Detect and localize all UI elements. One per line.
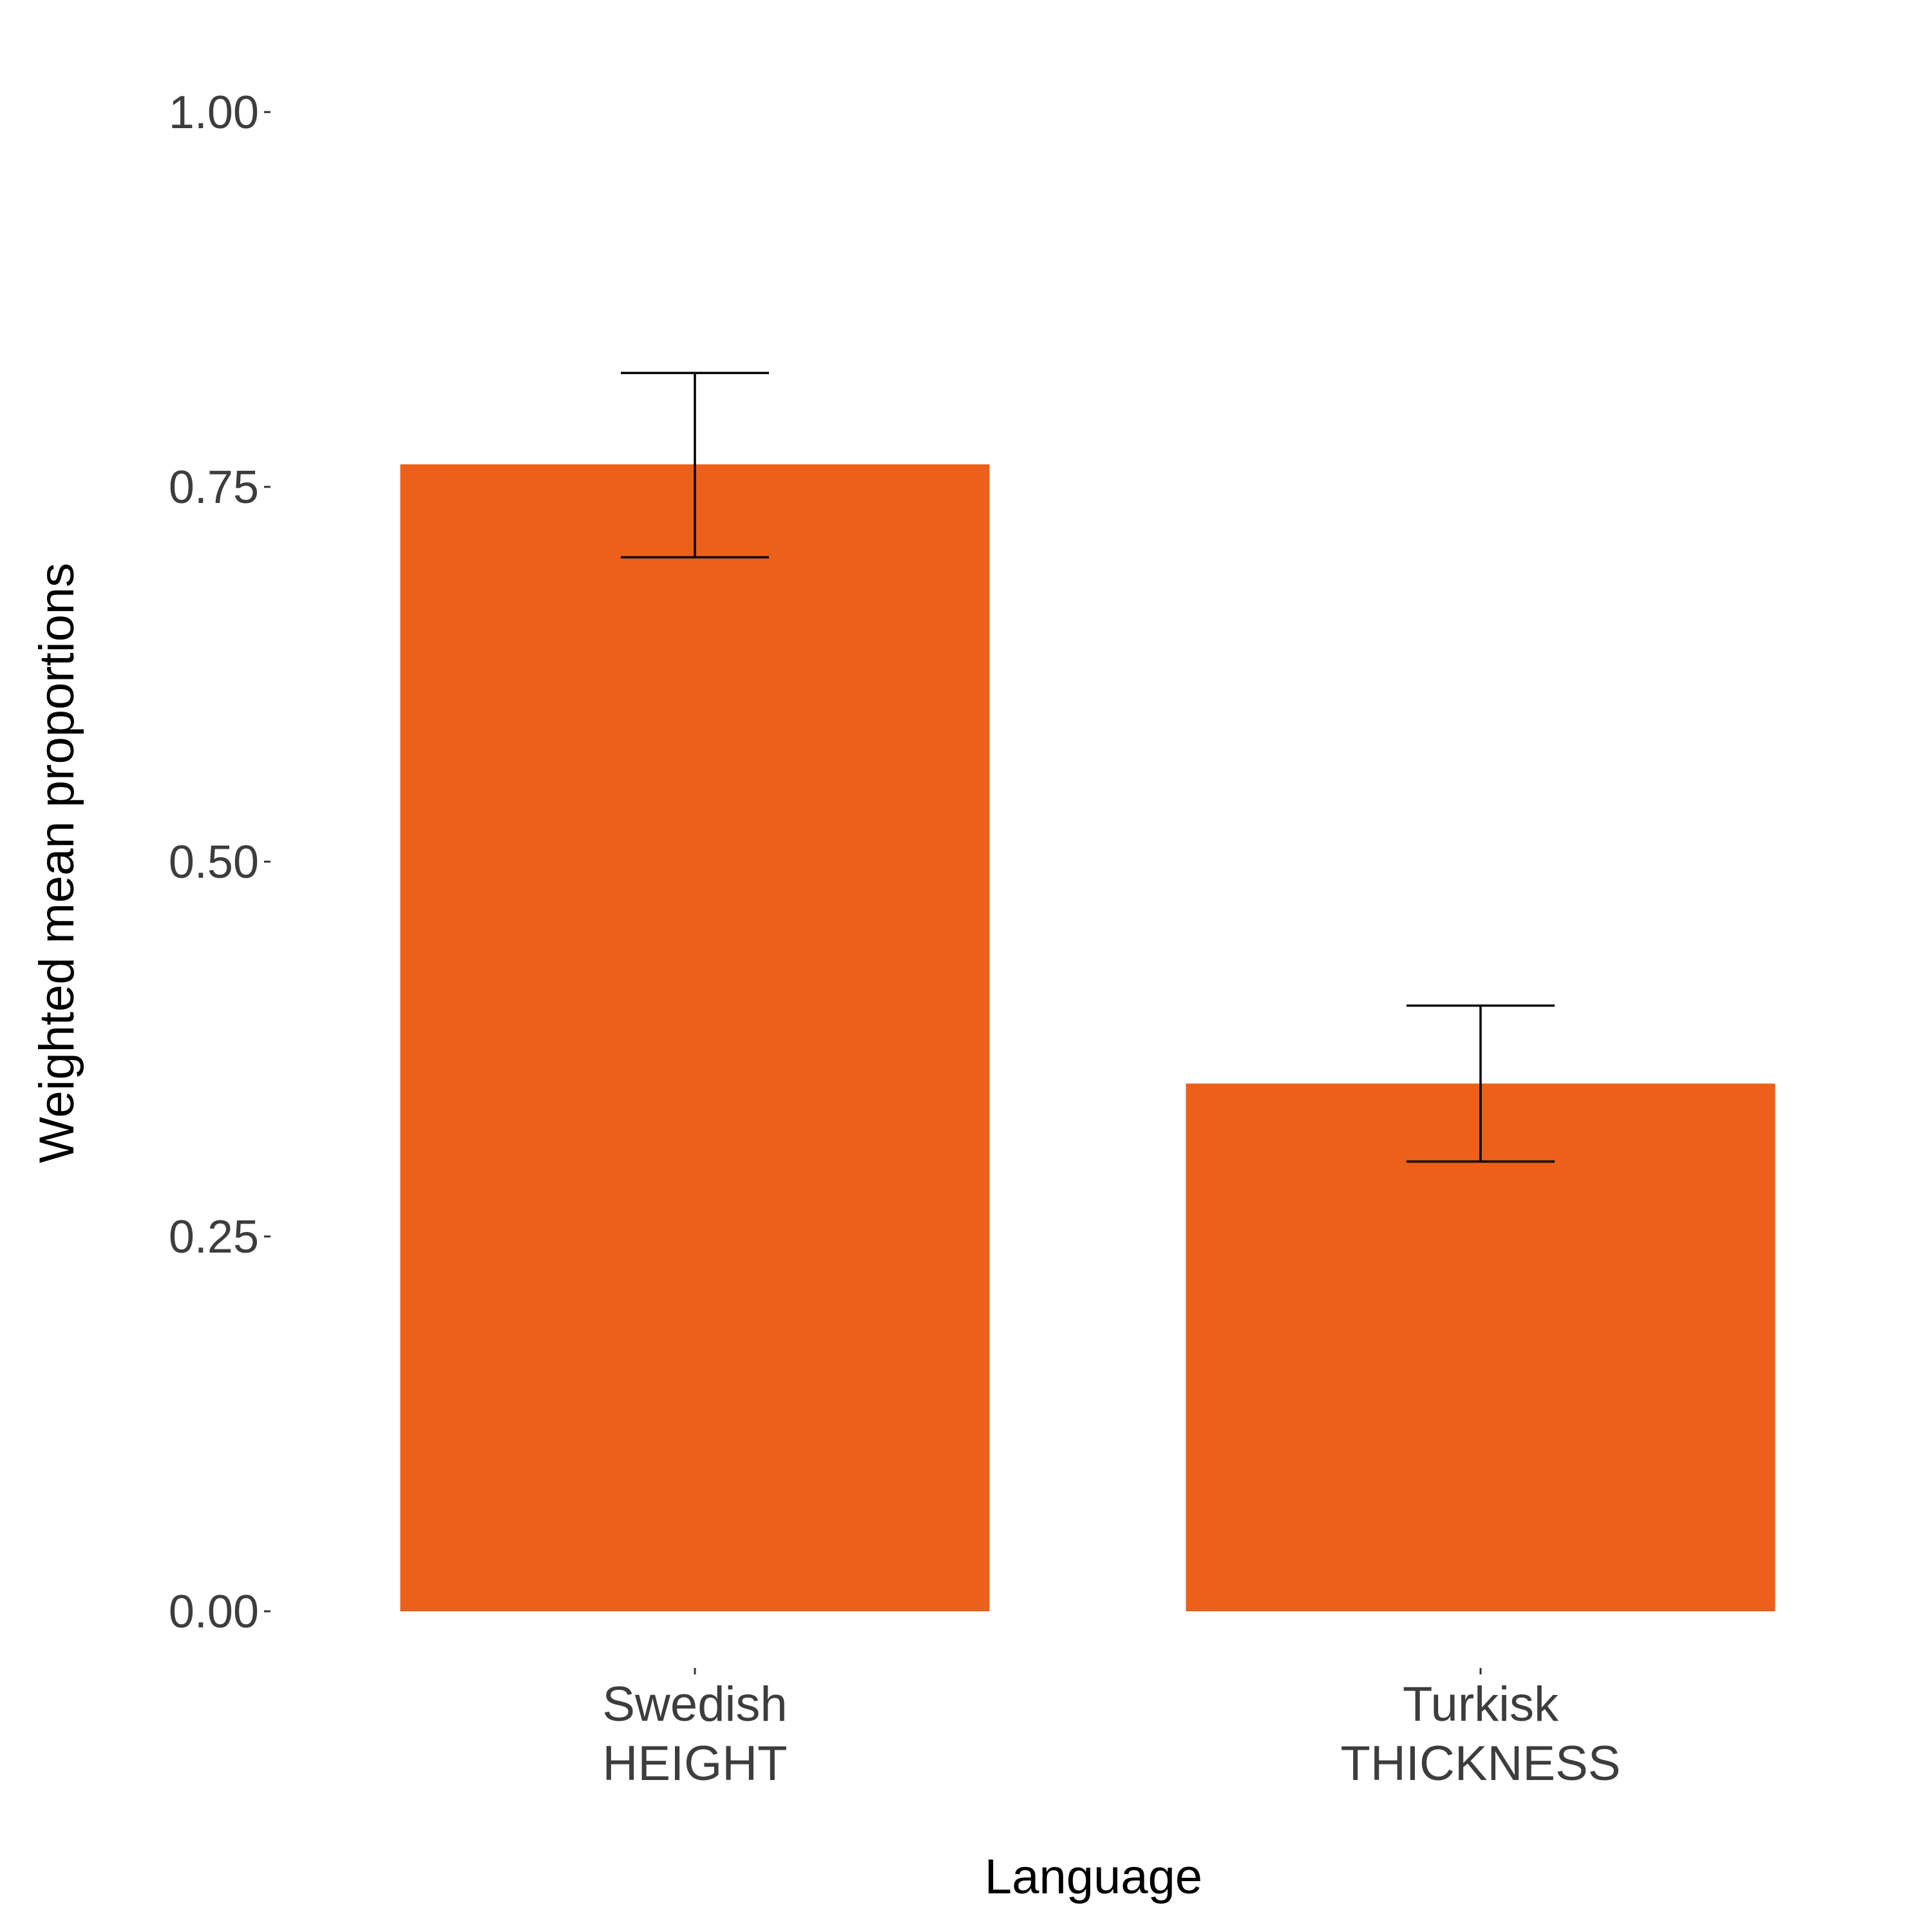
y-axis: 0.00 0.25 0.50 0.75 1.00 [169,87,270,1638]
y-tick-label: 0.25 [169,1211,259,1263]
y-tick-label: 0.00 [169,1586,259,1638]
x-tick-label: THICKNESS [1341,1736,1621,1791]
x-axis-title: Language [985,1850,1202,1904]
x-tick-label: Swedish [602,1677,787,1732]
bar [401,464,990,1611]
x-tick-label: HEIGHT [602,1736,787,1791]
y-tick-label: 0.75 [169,462,259,513]
x-tick-label: Turkisk [1403,1677,1559,1732]
y-axis-title: Weighted mean proportions [30,563,84,1163]
bar [1186,1084,1776,1611]
bars [401,464,1776,1611]
y-tick-label: 0.50 [169,837,259,888]
y-tick-label: 1.00 [169,87,259,138]
